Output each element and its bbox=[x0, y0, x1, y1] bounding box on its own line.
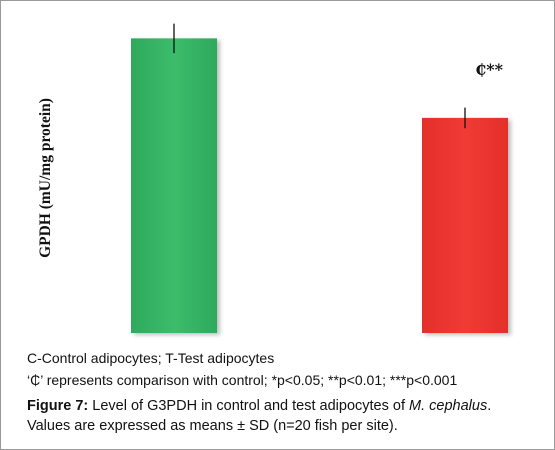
chart-plot: GPDH (mU/mg protein) ₵** bbox=[37, 23, 508, 334]
bar-t bbox=[422, 117, 508, 334]
species-name: M. cephalus bbox=[409, 398, 488, 414]
bars-layer: ₵** bbox=[131, 23, 508, 334]
y-axis-label: GPDH (mU/mg protein) bbox=[37, 98, 54, 258]
significance-annotation: ₵** bbox=[475, 60, 504, 79]
legend-line-1: C-Control adipocytes; T-Test adipocytes bbox=[27, 350, 275, 366]
figure-label: Figure 7: bbox=[27, 398, 89, 414]
figure-caption: Figure 7: Level of G3PDH in control and … bbox=[27, 397, 491, 415]
bar-c bbox=[131, 38, 217, 333]
legend-line-2: ‘₵’ represents comparison with control; … bbox=[27, 372, 458, 388]
caption-text: Level of G3PDH in control and test adipo… bbox=[88, 398, 410, 414]
caption-line-2: Values are expressed as means ± SD (n=20… bbox=[27, 418, 398, 434]
caption-end: . bbox=[487, 398, 492, 414]
